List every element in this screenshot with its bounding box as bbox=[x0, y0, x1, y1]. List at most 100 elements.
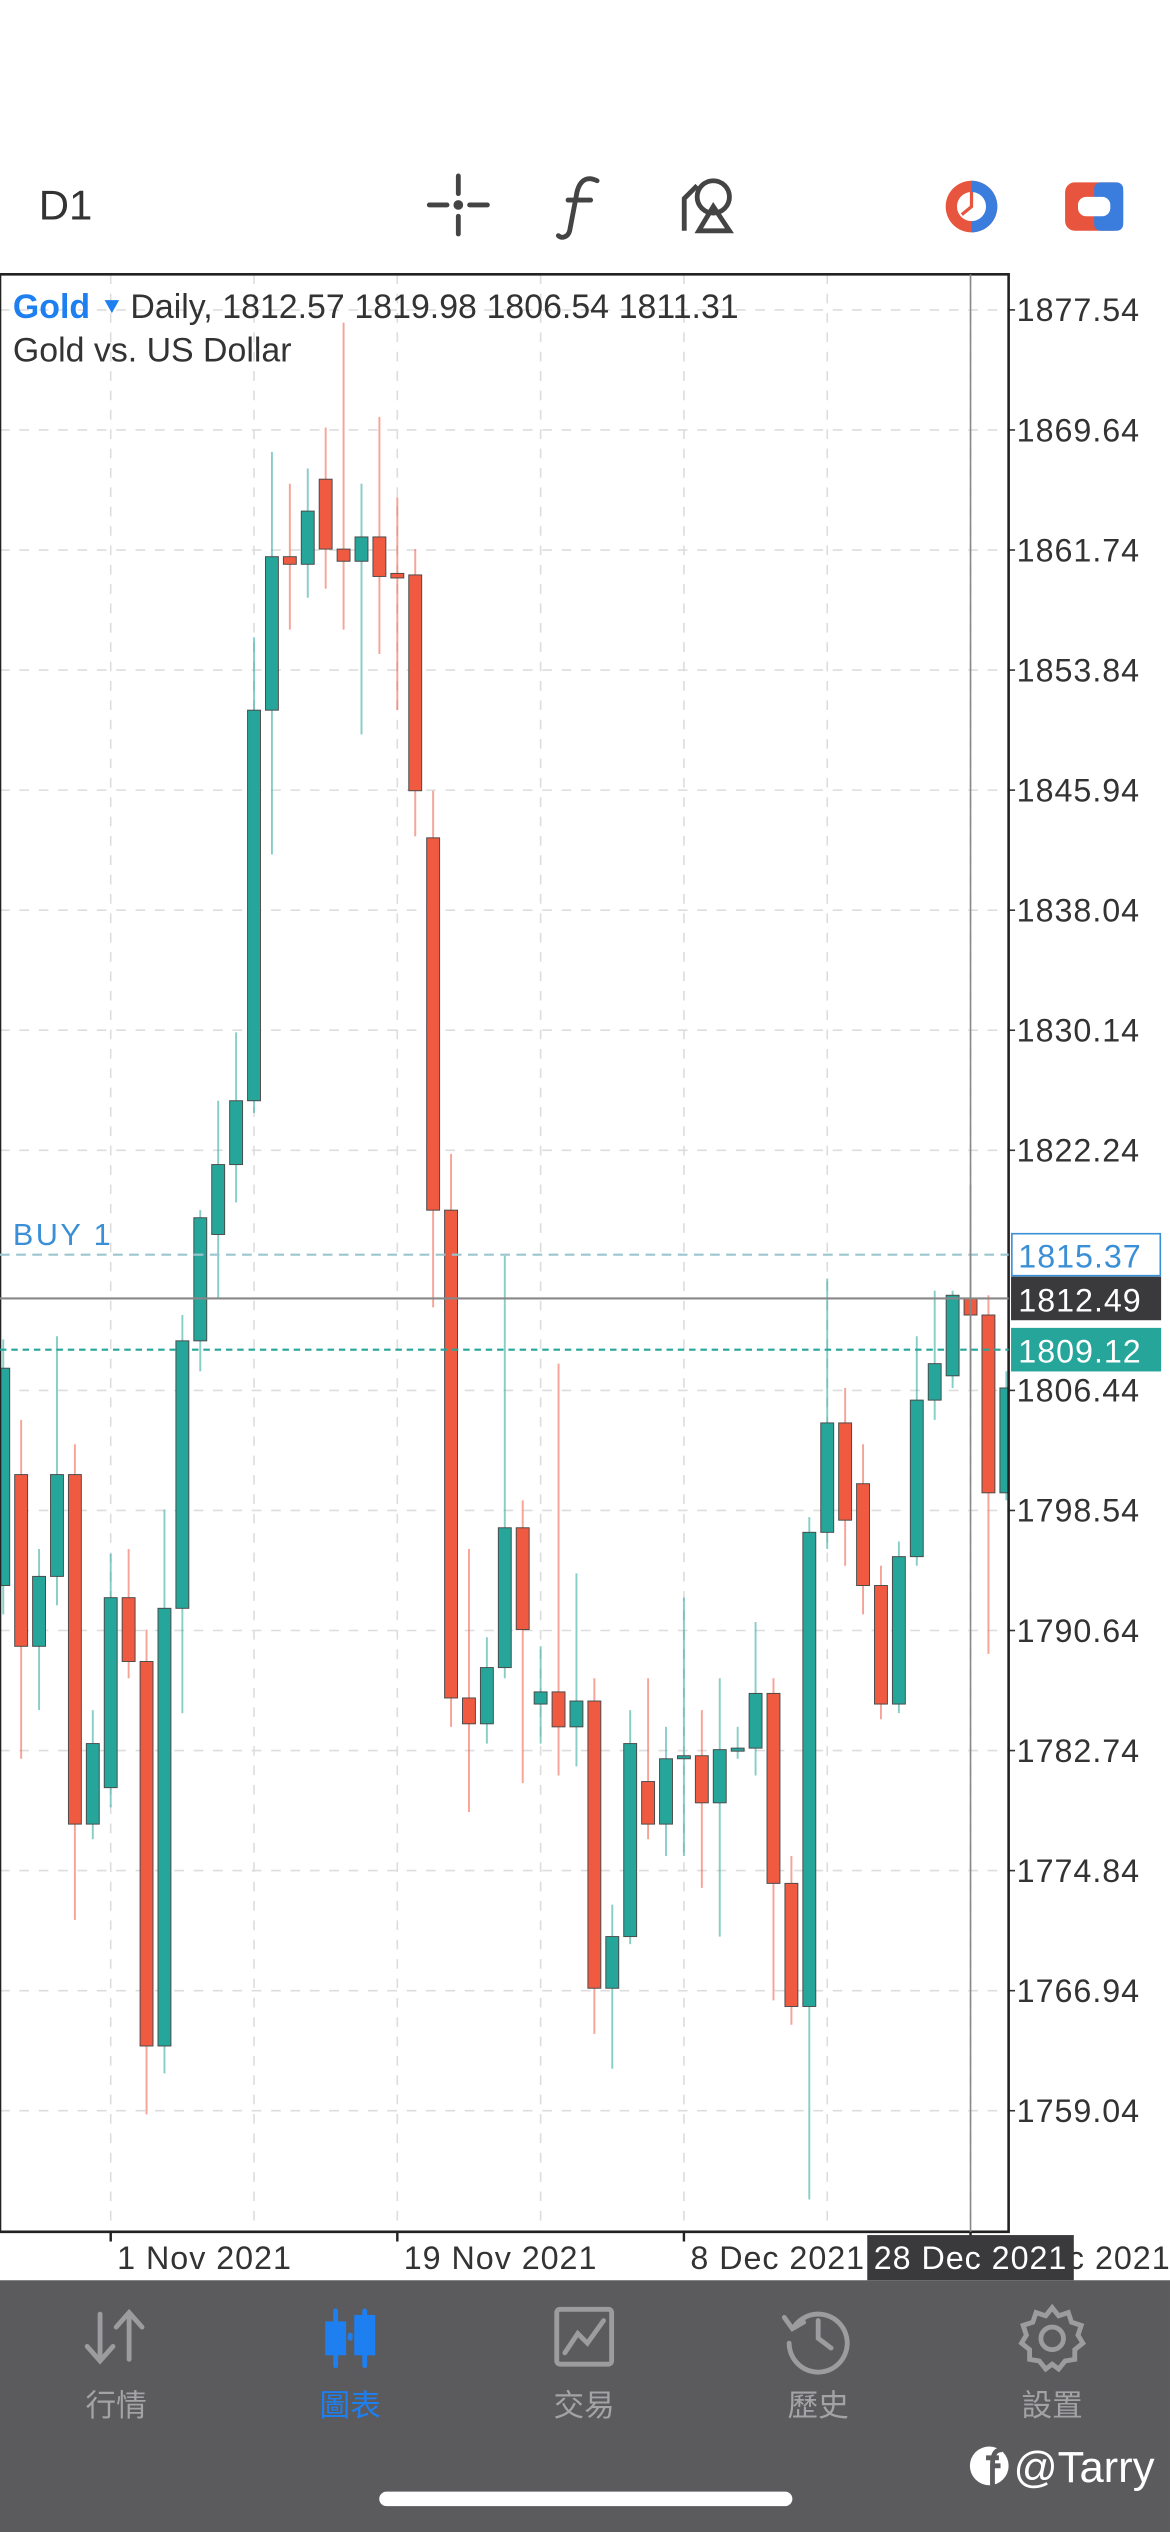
candle-body bbox=[157, 1607, 172, 2047]
buy-box bbox=[1011, 1232, 1162, 1277]
history-icon[interactable] bbox=[781, 2311, 850, 2375]
candle-body bbox=[533, 1691, 548, 1705]
tab-label[interactable]: 歷史 bbox=[788, 2389, 849, 2423]
ohlc-value: 1812.57 bbox=[222, 288, 344, 326]
y-tick-label: 1869.64 bbox=[1017, 412, 1140, 448]
candle-body bbox=[623, 1743, 638, 1938]
tab-label[interactable]: 交易 bbox=[554, 2389, 615, 2423]
candle-body bbox=[838, 1422, 853, 1521]
candle-body bbox=[32, 1575, 47, 1647]
symbol-dropdown bbox=[104, 300, 120, 314]
ohlc-value: 1811.31 bbox=[619, 288, 739, 326]
candle-body bbox=[945, 1294, 960, 1377]
y-tick-label: 1861.74 bbox=[1017, 532, 1140, 568]
y-tick-label: 1790.64 bbox=[1017, 1613, 1140, 1649]
buy-line-name: BUY 1 bbox=[13, 1218, 113, 1252]
candle-body bbox=[981, 1314, 996, 1494]
tab-label[interactable]: 圖表 bbox=[320, 2389, 381, 2423]
crosshair-date-box bbox=[867, 2235, 1074, 2281]
candle-body bbox=[641, 1781, 656, 1825]
candle-body bbox=[282, 556, 297, 565]
y-tick-label: 1853.84 bbox=[1017, 652, 1140, 688]
candle-body bbox=[856, 1483, 870, 1587]
buy-label: 1815.37 bbox=[1018, 1239, 1141, 1275]
watermark: @Tarry bbox=[1013, 2444, 1154, 2492]
candle-body bbox=[694, 1755, 709, 1804]
settings-icon[interactable] bbox=[1018, 2303, 1087, 2373]
trade-icon[interactable] bbox=[554, 2306, 615, 2367]
candle-body bbox=[67, 1474, 82, 1825]
candle-body bbox=[336, 548, 351, 562]
candle-body bbox=[408, 574, 423, 792]
candle-body bbox=[444, 1209, 458, 1699]
trade-toggle[interactable] bbox=[945, 180, 998, 233]
ohlc-value: 1806.54 bbox=[487, 288, 609, 326]
description: Gold vs. US Dollar bbox=[13, 331, 292, 369]
candle-body bbox=[372, 536, 387, 577]
crosshair-price-box bbox=[1011, 1276, 1162, 1321]
candle-body bbox=[605, 1936, 620, 1989]
chart-icon[interactable] bbox=[325, 2308, 376, 2369]
candle-body bbox=[264, 556, 279, 711]
candle-body bbox=[139, 1661, 154, 2047]
tab-label[interactable]: 設置 bbox=[1022, 2389, 1083, 2423]
bid-label: 1809.12 bbox=[1018, 1334, 1141, 1370]
candle-body bbox=[927, 1363, 942, 1401]
y-tick-label: 1766.94 bbox=[1017, 1973, 1140, 2009]
watermark-badge bbox=[969, 2446, 1009, 2486]
crosshair-tool[interactable] bbox=[426, 173, 490, 237]
candle-body bbox=[820, 1422, 835, 1533]
candle-body bbox=[229, 1100, 244, 1166]
candle-body bbox=[784, 1882, 799, 2007]
crosshair-price-label: 1812.49 bbox=[1018, 1282, 1141, 1318]
candle-body bbox=[479, 1667, 494, 1725]
y-tick-label: 1845.94 bbox=[1017, 772, 1140, 808]
indicator-tool[interactable] bbox=[555, 176, 600, 240]
candle-body bbox=[462, 1697, 476, 1725]
timeframe[interactable]: D1 bbox=[39, 181, 93, 228]
candle-body bbox=[891, 1556, 906, 1705]
candle-body bbox=[712, 1749, 727, 1804]
candle-body bbox=[85, 1743, 100, 1825]
y-tick-label: 1838.04 bbox=[1017, 892, 1140, 928]
objects-tool[interactable] bbox=[681, 178, 734, 234]
candle-body bbox=[730, 1747, 745, 1752]
y-tick-label: 1806.44 bbox=[1017, 1373, 1140, 1409]
candle-body bbox=[659, 1758, 673, 1825]
x-tick-label: 19 Nov 2021 bbox=[404, 2240, 598, 2276]
candle-body bbox=[497, 1527, 512, 1669]
x-tick-label: 8 Dec 2021 bbox=[690, 2240, 865, 2276]
candle-body bbox=[14, 1474, 29, 1647]
one-click-toggle[interactable] bbox=[1065, 182, 1124, 231]
y-tick-label: 1822.24 bbox=[1017, 1133, 1140, 1169]
chart: 1759.04 1766.94 1774.84 1782.74 1790.64 1798.… bbox=[0, 273, 1170, 2281]
plot-frame bbox=[0, 273, 1010, 2234]
candle-body bbox=[50, 1474, 64, 1577]
candle-body bbox=[551, 1691, 566, 1728]
candle-body bbox=[874, 1585, 888, 1705]
y-tick-label: 1830.14 bbox=[1017, 1013, 1140, 1049]
period: Daily, bbox=[130, 288, 212, 326]
home-indicator bbox=[379, 2491, 793, 2507]
candle-body bbox=[247, 709, 261, 1102]
symbol[interactable]: Gold bbox=[13, 288, 90, 326]
quotes-icon[interactable] bbox=[84, 2308, 145, 2365]
candle-body bbox=[802, 1531, 817, 2007]
candle-body bbox=[766, 1692, 781, 1884]
y-tick-label: 1774.84 bbox=[1017, 1853, 1140, 1889]
candle-body bbox=[587, 1700, 602, 1989]
bid-box bbox=[1011, 1327, 1162, 1372]
candle-body bbox=[999, 1387, 1009, 1494]
candle-body bbox=[676, 1755, 691, 1760]
candle-body bbox=[318, 478, 333, 550]
y-tick-label: 1798.54 bbox=[1017, 1493, 1140, 1529]
candle-body bbox=[175, 1340, 190, 1609]
tab-label[interactable]: 行情 bbox=[86, 2389, 147, 2423]
y-tick-label: 1759.04 bbox=[1017, 2093, 1140, 2129]
candle-body bbox=[193, 1217, 208, 1342]
candle-body bbox=[569, 1700, 584, 1728]
candle-body bbox=[748, 1692, 763, 1749]
